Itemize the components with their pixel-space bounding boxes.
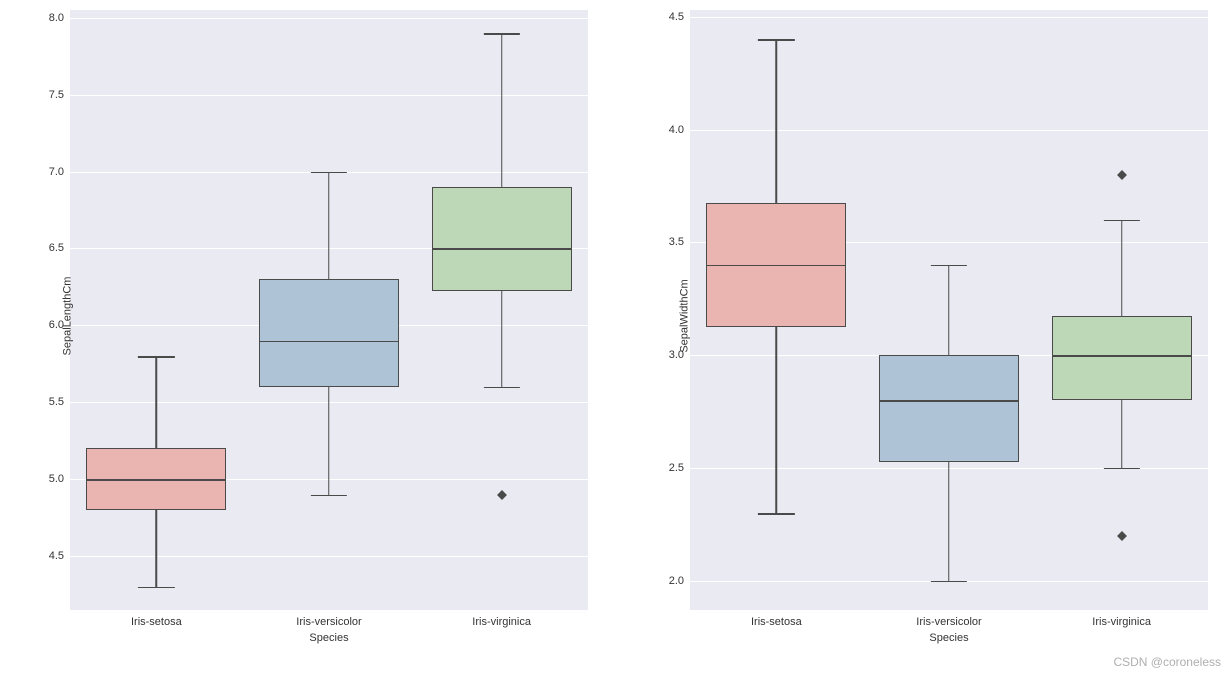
box-group: [86, 10, 226, 610]
box-group: [879, 10, 1019, 610]
whisker-cap-upper: [484, 33, 520, 35]
plot-area: 4.55.05.56.06.57.07.58.0Iris-setosaIris-…: [70, 10, 588, 610]
whisker-upper: [1121, 220, 1123, 316]
y-tick-label: 7.5: [49, 89, 64, 101]
whisker-upper: [776, 39, 778, 203]
median-line: [259, 341, 399, 343]
outlier-point: [1117, 531, 1127, 541]
whisker-lower: [776, 327, 778, 513]
whisker-upper: [328, 172, 330, 280]
whisker-upper: [501, 33, 503, 187]
whisker-cap-lower: [758, 513, 794, 515]
x-tick-label: Iris-versicolor: [296, 616, 361, 628]
y-tick-label: 4.5: [49, 550, 64, 562]
median-line: [432, 248, 572, 250]
box-group: [432, 10, 572, 610]
y-tick-label: 5.0: [49, 473, 64, 485]
whisker-lower: [948, 462, 950, 580]
whisker-cap-lower: [484, 387, 520, 389]
median-line: [86, 479, 226, 481]
x-axis-label: Species: [929, 632, 968, 644]
x-tick-label: Iris-setosa: [751, 616, 802, 628]
chart-right: 2.02.53.03.54.04.5Iris-setosaIris-versic…: [680, 5, 1208, 660]
whisker-cap-lower: [138, 587, 174, 589]
y-tick-label: 5.5: [49, 396, 64, 408]
whisker-cap-lower: [1104, 468, 1140, 470]
whisker-cap-upper: [138, 356, 174, 358]
chart-left: 4.55.05.56.06.57.07.58.0Iris-setosaIris-…: [60, 5, 588, 660]
box-rect: [259, 279, 399, 387]
x-tick-label: Iris-virginica: [472, 616, 531, 628]
box-rect: [879, 355, 1019, 462]
whisker-upper: [156, 356, 158, 448]
y-tick-label: 2.5: [669, 462, 684, 474]
median-line: [879, 400, 1019, 402]
y-tick-label: 4.5: [669, 11, 684, 23]
x-tick-label: Iris-setosa: [131, 616, 182, 628]
y-axis-label: SepalWidthCm: [679, 279, 691, 352]
watermark-text: CSDN @coroneless: [1113, 655, 1221, 669]
whisker-lower: [501, 291, 503, 387]
whisker-cap-upper: [311, 172, 347, 174]
y-tick-label: 2.0: [669, 575, 684, 587]
whisker-cap-lower: [931, 581, 967, 583]
plot-area: 2.02.53.03.54.04.5Iris-setosaIris-versic…: [690, 10, 1208, 610]
whisker-lower: [1121, 400, 1123, 468]
whisker-upper: [948, 265, 950, 355]
whisker-cap-lower: [311, 495, 347, 497]
box-group: [259, 10, 399, 610]
whisker-lower: [328, 387, 330, 495]
box-group: [706, 10, 846, 610]
y-tick-label: 8.0: [49, 12, 64, 24]
y-tick-label: 7.0: [49, 166, 64, 178]
median-line: [1052, 355, 1192, 357]
median-line: [706, 265, 846, 267]
y-tick-label: 3.5: [669, 236, 684, 248]
box-rect: [1052, 316, 1192, 401]
box-rect: [432, 187, 572, 291]
whisker-cap-upper: [931, 265, 967, 267]
x-tick-label: Iris-versicolor: [916, 616, 981, 628]
outlier-point: [497, 490, 507, 500]
x-tick-label: Iris-virginica: [1092, 616, 1151, 628]
whisker-cap-upper: [1104, 220, 1140, 222]
y-tick-label: 6.5: [49, 242, 64, 254]
x-axis-label: Species: [309, 632, 348, 644]
whisker-lower: [156, 510, 158, 587]
y-axis-label: SepalLengthCm: [61, 277, 73, 356]
whisker-cap-upper: [758, 39, 794, 41]
box-group: [1052, 10, 1192, 610]
outlier-point: [1117, 170, 1127, 180]
y-tick-label: 4.0: [669, 124, 684, 136]
